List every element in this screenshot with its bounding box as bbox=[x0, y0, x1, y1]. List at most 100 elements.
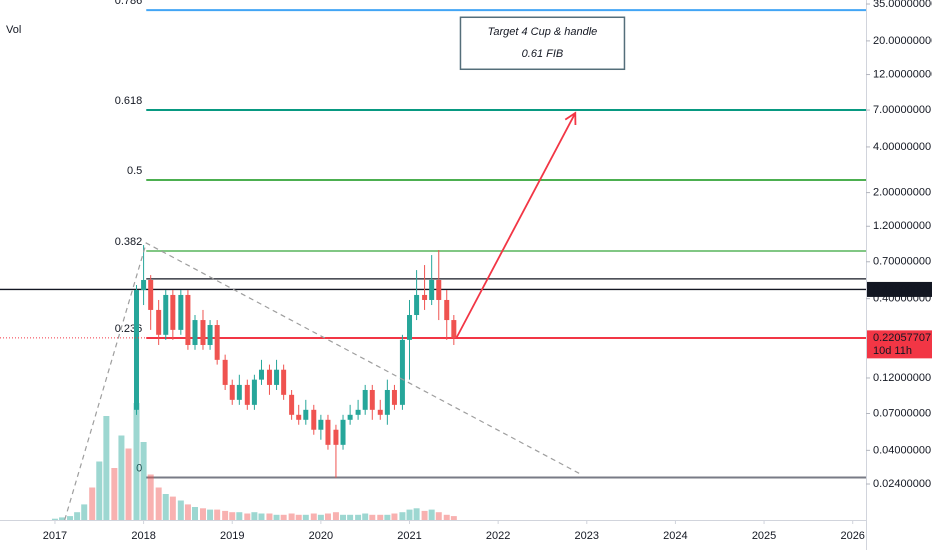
volume-bar bbox=[347, 514, 354, 520]
candle-body bbox=[207, 325, 213, 345]
candle-body bbox=[414, 294, 420, 316]
y-tick-label: 0.04000000 bbox=[873, 444, 931, 456]
price-label-box bbox=[867, 281, 932, 297]
volume-bar bbox=[443, 514, 450, 520]
candle-body bbox=[377, 409, 383, 415]
volume-bar bbox=[332, 512, 339, 520]
volume-bar bbox=[406, 509, 413, 520]
volume-bar bbox=[140, 442, 147, 520]
candle-body bbox=[258, 369, 264, 380]
volume-bar bbox=[103, 416, 110, 520]
candle-body bbox=[170, 294, 176, 330]
y-tick-label: 7.00000000 bbox=[873, 104, 931, 116]
x-tick-label: 2024 bbox=[663, 530, 687, 542]
volume-bar bbox=[391, 513, 398, 520]
y-tick-label: 35.00000000 bbox=[873, 0, 932, 10]
candle-body bbox=[311, 409, 317, 430]
y-tick-label: 0.07000000 bbox=[873, 407, 931, 419]
volume-bar bbox=[199, 508, 206, 520]
candle-body bbox=[163, 294, 169, 335]
volume-bar bbox=[229, 512, 236, 520]
x-tick-label: 2025 bbox=[752, 530, 776, 542]
candle-body bbox=[200, 320, 206, 345]
volume-bar bbox=[302, 514, 309, 520]
volume-bar bbox=[236, 512, 243, 520]
candle-body bbox=[214, 325, 220, 360]
volume-bar bbox=[162, 494, 169, 520]
candle-body bbox=[333, 429, 339, 445]
volume-bar bbox=[428, 509, 435, 520]
candle-body bbox=[399, 339, 405, 405]
x-tick-label: 2023 bbox=[575, 530, 599, 542]
x-tick-label: 2018 bbox=[131, 530, 155, 542]
x-tick-label: 2026 bbox=[840, 530, 864, 542]
volume-bar bbox=[207, 509, 214, 520]
annotation-text: Target 4 Cup & handle bbox=[488, 26, 598, 38]
candle-body bbox=[422, 294, 428, 300]
x-tick-label: 2021 bbox=[397, 530, 421, 542]
volume-bar bbox=[324, 513, 331, 520]
volume-bar bbox=[89, 487, 96, 520]
candle-body bbox=[355, 409, 361, 415]
volume-bar bbox=[421, 510, 428, 520]
volume-bar bbox=[266, 513, 273, 520]
candle-body bbox=[303, 409, 309, 420]
volume-bar bbox=[184, 504, 191, 520]
volume-bar bbox=[214, 509, 221, 520]
arrow-head bbox=[564, 111, 577, 126]
price-label: 0.46000000 bbox=[873, 283, 931, 295]
candle-body bbox=[369, 389, 375, 410]
y-tick-label: 0.12000000 bbox=[873, 372, 931, 384]
annotation-box bbox=[459, 16, 626, 71]
volume-bar bbox=[251, 512, 258, 520]
candle-body bbox=[156, 309, 162, 335]
trend-line bbox=[64, 242, 583, 521]
annotation-text: 0.61 FIB bbox=[522, 48, 564, 60]
candle-body bbox=[436, 279, 442, 300]
volume-bar bbox=[147, 474, 154, 520]
volume-bar bbox=[222, 510, 229, 520]
candle-body bbox=[384, 389, 390, 415]
volume-bar bbox=[81, 504, 88, 520]
volume-label: Vol bbox=[6, 24, 21, 36]
candle-body bbox=[281, 369, 287, 395]
fib-label: 0.618 bbox=[115, 95, 143, 107]
volume-bar bbox=[317, 514, 324, 520]
volume-bar bbox=[384, 514, 391, 520]
volume-bar bbox=[340, 514, 347, 520]
trend-line bbox=[455, 112, 577, 339]
volume-bar bbox=[288, 513, 295, 520]
y-tick-label: 0.70000000 bbox=[873, 256, 931, 268]
volume-bar bbox=[413, 508, 420, 520]
candle-body bbox=[236, 384, 242, 400]
candle-body bbox=[391, 389, 397, 405]
volume-bar bbox=[362, 513, 369, 520]
candle-body bbox=[318, 419, 324, 430]
fib-label: 0.5 bbox=[127, 165, 142, 177]
volume-bar bbox=[244, 513, 251, 520]
candle-body bbox=[192, 320, 198, 345]
volume-bar bbox=[169, 496, 176, 520]
volume-bar bbox=[111, 468, 118, 520]
candle-body bbox=[244, 384, 250, 405]
candle-body bbox=[251, 379, 257, 405]
fib-label: 0 bbox=[136, 462, 142, 474]
y-tick-label: 0.02400000 bbox=[873, 478, 931, 490]
candle-body bbox=[296, 414, 302, 420]
volume-bar bbox=[51, 518, 58, 520]
candle-body bbox=[266, 369, 272, 385]
candle-body bbox=[340, 419, 346, 445]
candle-body bbox=[289, 394, 295, 415]
y-tick-label: 1.20000000 bbox=[873, 220, 931, 232]
candle-body bbox=[229, 384, 235, 400]
candle-body bbox=[274, 369, 280, 385]
y-tick-label: 4.00000000 bbox=[873, 141, 931, 153]
price-label: 0.22057707 bbox=[873, 332, 931, 344]
candle-body bbox=[362, 389, 368, 410]
volume-bar bbox=[125, 448, 132, 520]
candle-body bbox=[141, 279, 147, 291]
x-tick-label: 2017 bbox=[43, 530, 67, 542]
volume-bar bbox=[258, 513, 265, 520]
volume-bar bbox=[177, 500, 184, 520]
